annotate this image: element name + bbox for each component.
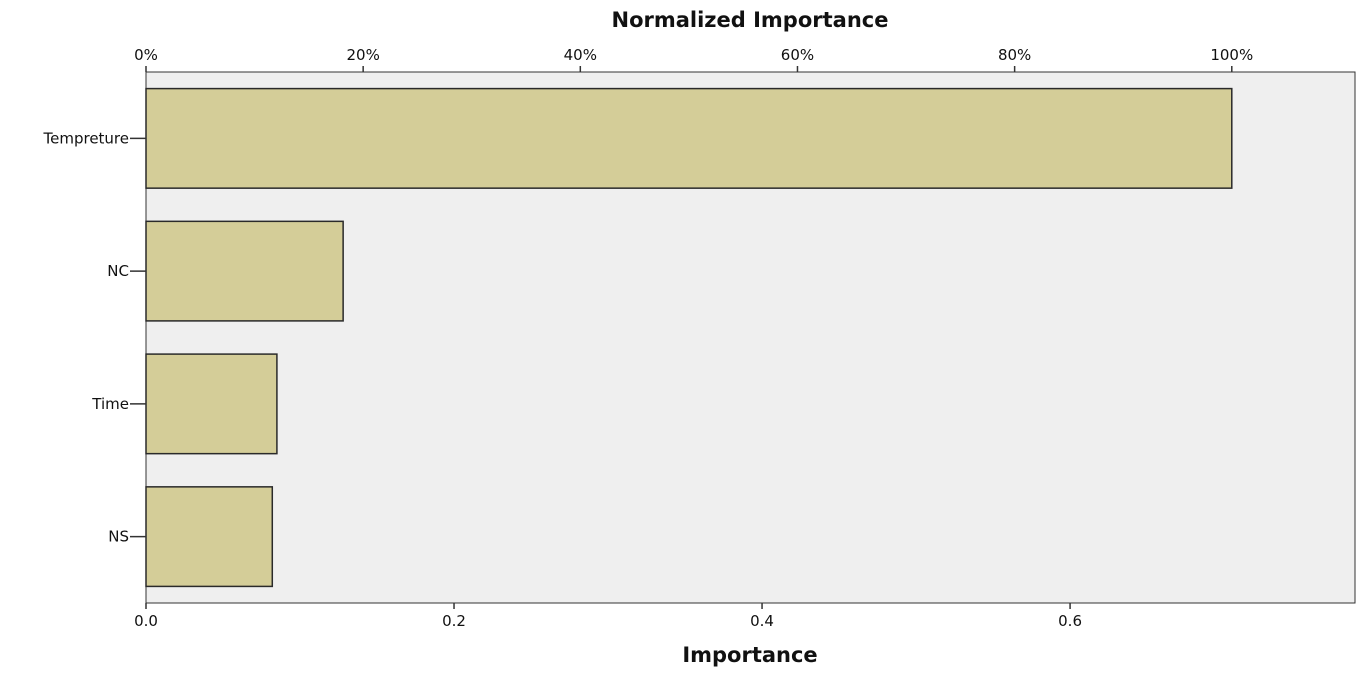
- x-tick-label: 0.0: [134, 612, 158, 630]
- top-tick-label: 20%: [346, 46, 379, 64]
- category-label: NS: [108, 528, 129, 546]
- top-tick-label: 60%: [781, 46, 814, 64]
- x-tick-label: 0.2: [442, 612, 466, 630]
- top-tick-label: 100%: [1210, 46, 1253, 64]
- top-tick-label: 80%: [998, 46, 1031, 64]
- bar: [145, 87, 1233, 189]
- bar: [145, 353, 278, 455]
- x-axis-title: Importance: [682, 643, 817, 667]
- top-axis-title: Normalized Importance: [612, 8, 889, 32]
- top-tick-label: 40%: [564, 46, 597, 64]
- bar: [145, 486, 274, 588]
- category-label: Time: [91, 395, 129, 413]
- top-tick-label: 0%: [134, 46, 158, 64]
- category-label: NC: [107, 262, 129, 280]
- bar: [145, 220, 344, 322]
- x-tick-label: 0.6: [1058, 612, 1082, 630]
- category-label: Tempreture: [43, 129, 130, 147]
- x-tick-label: 0.4: [750, 612, 774, 630]
